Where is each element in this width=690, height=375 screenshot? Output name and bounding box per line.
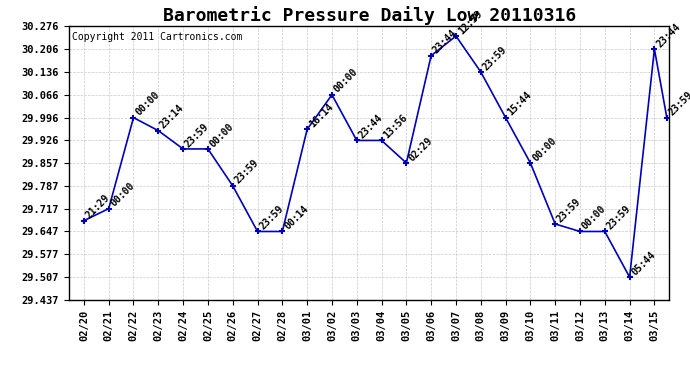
Text: 23:59: 23:59 xyxy=(667,90,690,118)
Text: 23:59: 23:59 xyxy=(481,44,509,72)
Text: 23:59: 23:59 xyxy=(555,196,583,224)
Text: 02:29: 02:29 xyxy=(406,135,434,163)
Text: 00:14: 00:14 xyxy=(282,204,310,231)
Text: 23:44: 23:44 xyxy=(431,28,459,56)
Text: 23:59: 23:59 xyxy=(605,204,633,231)
Text: 23:59: 23:59 xyxy=(257,204,286,231)
Text: 00:00: 00:00 xyxy=(531,135,558,163)
Text: 15:44: 15:44 xyxy=(506,90,533,118)
Text: 23:59: 23:59 xyxy=(233,158,261,186)
Text: 23:44: 23:44 xyxy=(357,112,384,141)
Text: 00:00: 00:00 xyxy=(580,204,608,231)
Text: 13:56: 13:56 xyxy=(382,112,409,141)
Text: 00:00: 00:00 xyxy=(133,90,161,118)
Text: Copyright 2011 Cartronics.com: Copyright 2011 Cartronics.com xyxy=(72,32,242,42)
Text: 00:00: 00:00 xyxy=(332,67,359,95)
Text: 23:44: 23:44 xyxy=(654,21,682,49)
Text: 21:29: 21:29 xyxy=(84,193,112,221)
Text: 00:00: 00:00 xyxy=(109,181,137,209)
Text: 23:59: 23:59 xyxy=(183,121,211,149)
Text: 16:14: 16:14 xyxy=(307,102,335,129)
Text: 12:59: 12:59 xyxy=(456,8,484,36)
Text: 23:14: 23:14 xyxy=(158,103,186,130)
Text: 00:00: 00:00 xyxy=(208,121,236,149)
Text: 05:44: 05:44 xyxy=(629,249,658,277)
Title: Barometric Pressure Daily Low 20110316: Barometric Pressure Daily Low 20110316 xyxy=(163,6,575,25)
